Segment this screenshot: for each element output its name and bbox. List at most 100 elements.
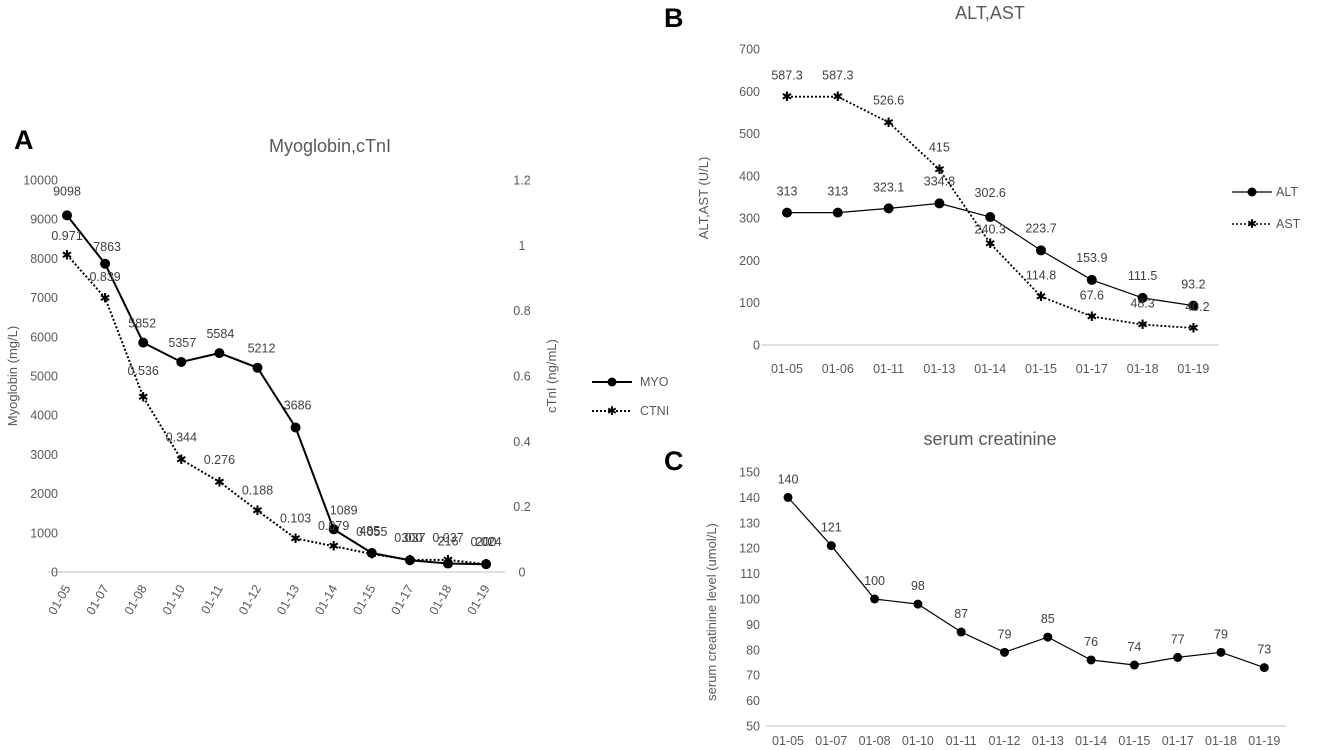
chart-a-y2tick-label: 0.8 [513,304,530,318]
chart-a-xtick-label: 01-17 [388,582,416,617]
chart-b-series-ast-line [787,95,1194,329]
chart-a-xtick-label: 01-05 [45,582,73,617]
chart-c-ytick-label: 130 [739,516,760,530]
chart-c-series-creatinine-line [787,496,1265,669]
chart-a-xtick-label: 01-13 [274,582,302,617]
chart-c-xtick-label: 01-13 [1032,734,1064,748]
chart-a-ctni-data-label: 0.024 [470,535,501,549]
chart-b-xtick-label: 01-17 [1076,362,1108,376]
chart-a-myo-point [62,210,72,221]
chart-a-ctni-data-label: 0.103 [280,511,311,525]
chart-b-xtick-label: 01-05 [771,362,803,376]
chart-b-xtick-label: 01-06 [822,362,854,376]
chart-b-ast-point: ✱ [1036,289,1047,304]
chart-b-ast-point: ✱ [1086,309,1097,324]
panel-letter-c: C [664,446,684,476]
chart-a-myo-point [328,524,339,535]
chart-a-myo-data-label: 9098 [53,184,81,198]
chart-c-creatinine-data-label: 121 [821,521,842,535]
chart-b-ast-data-label: 587.3 [822,69,853,83]
chart-c-xtick-label: 01-14 [1075,734,1107,748]
chart-a-myo-point [176,357,187,368]
chart-a-xtick-label: 01-19 [465,582,493,617]
chart-c-creatinine-data-label: 98 [911,579,925,593]
chart-a-ytick-label: 6000 [30,330,58,344]
chart-a-ctni-point: ✱ [443,552,454,567]
chart-b-ytick-label: 700 [739,43,760,57]
chart-c-ylabel: serum creatinine level (umol/L) [704,523,719,701]
chart-c-creatinine-point [1043,632,1053,642]
chart-b-alt-point [832,207,843,218]
chart-a-myo-data-label: 300 [401,531,422,545]
chart-c-creatinine-point [1216,647,1226,657]
chart-a-y2tick-label: 1 [519,239,526,253]
chart-a-myo-data-label: 7863 [93,240,121,254]
chart-a-myo-point [290,422,301,433]
chart-a-ytick-label: 7000 [30,291,58,305]
chart-a-y2tick-label: 1.2 [513,174,530,188]
chart-b-ast-data-label: 240.3 [975,222,1006,236]
legend-ctni-label: CTNI [640,404,669,418]
chart-a-myo-data-label: 5584 [206,327,234,341]
chart-a-ctni-point: ✱ [138,389,149,404]
chart-a-myo-data-label: 485 [359,524,380,538]
chart-c-creatinine-data-label: 100 [864,574,885,588]
chart-b-ast-data-label: 48.3 [1130,297,1154,311]
chart-b-ast-data-label: 587.3 [771,69,802,83]
chart-b-ytick-label: 300 [739,212,760,226]
chart-a-y2label: cTnI (ng/mL) [544,339,559,413]
chart-a-ytick-label: 5000 [30,370,58,384]
chart-b-ast-point: ✱ [1188,321,1199,336]
chart-b-xtick-label: 01-11 [873,362,904,376]
legend-alt-label: ALT [1276,185,1298,199]
chart-c-creatinine-data-label: 87 [954,607,968,621]
legend-myo-marker [607,377,617,387]
chart-c-creatinine-point [870,594,880,604]
chart-a-myo-point [138,337,149,348]
chart-b-alt-data-label: 313 [827,185,848,199]
chart-c-ytick-label: 70 [746,669,760,683]
chart-c-xtick-label: 01-08 [859,734,891,748]
chart-a-series-myo-line [66,214,487,566]
chart-c-ytick-label: 80 [746,643,760,657]
chart-c-ytick-label: 140 [739,491,760,505]
chart-a-y2tick-label: 0 [519,566,526,580]
legend-ast-marker: ✱ [1247,217,1257,231]
chart-a-ctni-point: ✱ [290,531,301,546]
chart-b-ast-point: ✱ [832,89,843,104]
chart-c-ytick-label: 50 [746,720,760,734]
chart-a-ctni-point: ✱ [404,552,415,567]
chart-a-ctni-point: ✱ [214,474,225,489]
chart-b-alt-point [1036,245,1046,256]
chart-c-xtick-label: 01-19 [1248,734,1280,748]
legend-ast-label: AST [1276,217,1301,231]
chart-a-ctni-data-label: 0.055 [356,525,387,539]
chart-a-xtick-label: 01-08 [122,582,150,617]
chart-b-alt-data-label: 93.2 [1181,278,1205,292]
chart-a-ytick-label: 0 [51,566,58,580]
chart-a-ytick-label: 3000 [30,448,58,462]
chart-b-alt-data-label: 334.8 [924,174,955,188]
chart-c-creatinine-point [1173,652,1183,662]
chart-a-ctni-point: ✱ [481,557,492,572]
chart-a-xtick-label: 01-10 [160,582,188,617]
chart-a-legend: MYO ✱ CTNI [592,375,669,418]
chart-a-ctni-point: ✱ [62,247,73,262]
chart-b-ast-point: ✱ [782,89,793,104]
chart-b-ylabel: ALT,AST (U/L) [696,157,711,240]
plot-layer: 0100020003000400050006000700080009000100… [23,43,1286,748]
chart-b-ytick-label: 100 [739,296,760,310]
chart-b-xtick-label: 01-19 [1177,362,1209,376]
chart-c-ytick-label: 150 [739,466,760,480]
chart-a-myo-data-label: 3686 [284,399,312,413]
chart-b-title: ALT,AST [955,3,1025,23]
chart-c-ytick-label: 60 [746,694,760,708]
chart-c-creatinine-point [1000,647,1009,657]
chart-b-xtick-label: 01-18 [1127,362,1159,376]
chart-a-xtick-label: 01-07 [84,582,112,617]
legend-myo-label: MYO [640,375,669,389]
panel-letter-a: A [14,125,34,155]
chart-c-xtick-label: 01-05 [772,734,804,748]
chart-a-ctni-point: ✱ [176,452,187,467]
chart-b-alt-data-label: 153.9 [1076,251,1107,265]
